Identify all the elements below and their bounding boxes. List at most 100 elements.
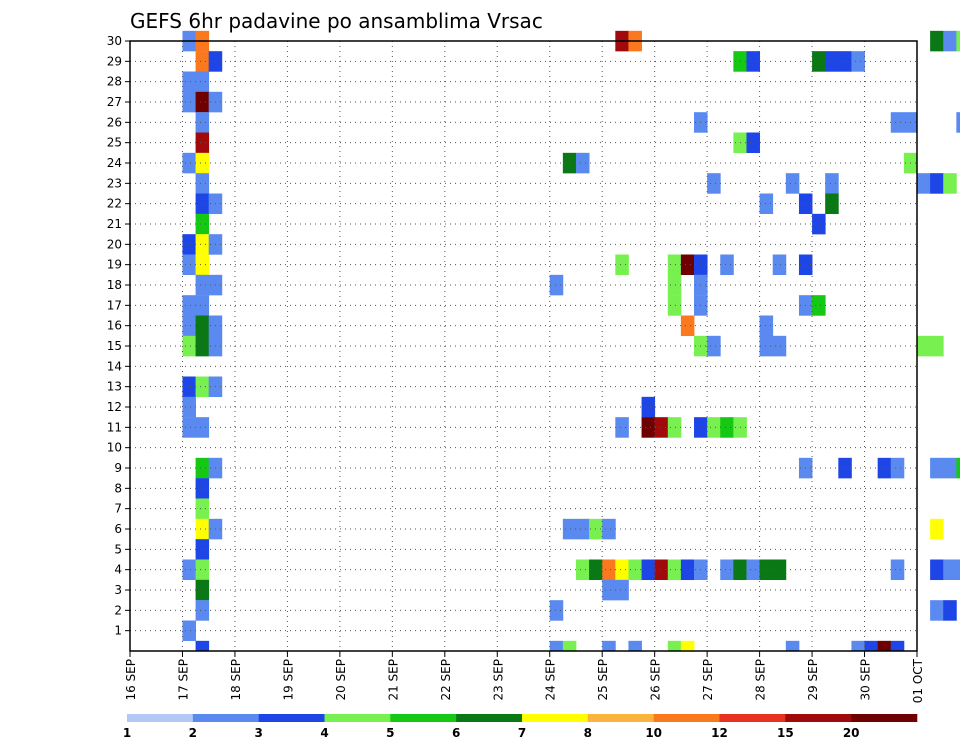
heatmap-cell bbox=[195, 579, 210, 601]
legend-swatch bbox=[192, 714, 259, 722]
legend-label: 20 bbox=[843, 726, 860, 740]
heatmap-cell bbox=[943, 173, 957, 194]
heatmap-cell bbox=[877, 640, 892, 652]
heatmap-cell bbox=[182, 559, 196, 581]
heatmap-cell bbox=[746, 559, 760, 581]
heatmap-cell bbox=[825, 173, 839, 194]
heatmap-cell bbox=[825, 193, 839, 215]
heatmap-cell bbox=[812, 213, 826, 235]
heatmap-cell bbox=[615, 254, 629, 276]
heatmap-cell bbox=[917, 173, 931, 194]
heatmap-cell bbox=[759, 193, 774, 215]
heatmap-cell bbox=[195, 417, 210, 438]
x-tick-label: 18 SEP bbox=[229, 659, 243, 701]
y-tick-label: 6 bbox=[114, 522, 122, 536]
heatmap-cell bbox=[667, 559, 682, 581]
x-tick-label: 23 SEP bbox=[491, 659, 505, 701]
heatmap-cell bbox=[195, 559, 210, 581]
heatmap-cell bbox=[195, 91, 210, 113]
legend-label: 2 bbox=[189, 726, 197, 740]
legend-swatch bbox=[390, 714, 457, 722]
heatmap-cell bbox=[195, 51, 210, 72]
heatmap-cell bbox=[667, 417, 682, 438]
heatmap-cell bbox=[615, 559, 629, 581]
legend-label: 5 bbox=[386, 726, 394, 740]
y-tick-label: 18 bbox=[107, 278, 122, 292]
heatmap-cell bbox=[772, 559, 787, 581]
heatmap-cell bbox=[182, 71, 196, 93]
heatmap-cell bbox=[772, 335, 787, 357]
legend-label: 7 bbox=[518, 726, 526, 740]
x-tick-label: 27 SEP bbox=[701, 659, 715, 701]
heatmap-cell bbox=[182, 315, 196, 337]
heatmap-cell bbox=[851, 51, 865, 72]
legend-swatch bbox=[258, 714, 325, 722]
heatmap-cell bbox=[851, 640, 865, 652]
heatmap-cell bbox=[641, 417, 656, 438]
legend-label: 1 bbox=[123, 726, 131, 740]
heatmap-cell bbox=[759, 559, 774, 581]
heatmap-cell bbox=[707, 173, 721, 194]
plot-frame bbox=[129, 40, 918, 652]
heatmap-cell bbox=[943, 457, 957, 479]
heatmap-cell bbox=[930, 173, 944, 194]
y-tick-label: 13 bbox=[107, 380, 122, 394]
heatmap-cell bbox=[195, 274, 210, 296]
heatmap-cell bbox=[667, 295, 682, 316]
heatmap-cell bbox=[930, 457, 944, 479]
heatmap-cell bbox=[667, 640, 682, 652]
legend-label: 4 bbox=[320, 726, 328, 740]
heatmap-cell bbox=[195, 254, 210, 276]
y-tick-label: 22 bbox=[107, 197, 122, 211]
heatmap-cell bbox=[956, 30, 960, 52]
heatmap-cell bbox=[195, 498, 210, 520]
legend-label: 3 bbox=[254, 726, 262, 740]
y-tick-label: 29 bbox=[107, 54, 122, 68]
x-axis: 16 SEP 17 SEP 18 SEP 19 SEP 20 SEP 21 SEP 22 S… bbox=[124, 651, 925, 703]
y-tick-label: 25 bbox=[107, 136, 122, 150]
y-tick-label: 16 bbox=[107, 319, 122, 333]
heatmap-cell bbox=[864, 640, 879, 652]
heatmap-cell bbox=[195, 112, 210, 133]
heatmap-cell bbox=[930, 30, 944, 52]
legend-swatch bbox=[456, 714, 523, 722]
heatmap-cell bbox=[195, 213, 210, 235]
legend-swatch bbox=[851, 714, 918, 722]
y-tick-label: 11 bbox=[107, 420, 122, 434]
heatmap-cell bbox=[182, 234, 196, 255]
heatmap-cell bbox=[195, 640, 210, 652]
heatmap-cell bbox=[930, 335, 944, 357]
heatmap-cell bbox=[759, 315, 774, 337]
y-tick-label: 26 bbox=[107, 115, 122, 129]
y-axis: 1234567891011121314151617181920212223242… bbox=[107, 34, 130, 638]
heatmap-cell bbox=[182, 376, 196, 398]
x-tick-label: 30 SEP bbox=[859, 659, 873, 701]
heatmap-cell bbox=[602, 579, 616, 601]
y-tick-label: 30 bbox=[107, 34, 122, 48]
heatmap-cell bbox=[956, 559, 960, 581]
heatmap-cell bbox=[549, 640, 564, 652]
heatmap-cell bbox=[956, 457, 960, 479]
y-tick-label: 10 bbox=[107, 441, 122, 455]
heatmap-cell bbox=[641, 396, 656, 418]
heatmap-cell bbox=[680, 640, 695, 652]
x-tick-label: 21 SEP bbox=[386, 659, 400, 701]
y-tick-label: 17 bbox=[107, 298, 122, 312]
heatmap-cell bbox=[562, 640, 577, 652]
heatmap-cell bbox=[812, 51, 826, 72]
x-tick-label: 17 SEP bbox=[176, 659, 190, 701]
heatmap-cell bbox=[930, 518, 944, 540]
legend-label: 15 bbox=[777, 726, 794, 740]
heatmap-cell bbox=[746, 132, 760, 154]
heatmap-cell bbox=[195, 132, 210, 154]
grid bbox=[129, 40, 918, 651]
heatmap-cell bbox=[195, 600, 210, 621]
heatmap-cell bbox=[195, 193, 210, 215]
y-tick-label: 3 bbox=[114, 583, 122, 597]
heatmap-cell bbox=[772, 254, 787, 276]
heatmap-cell bbox=[890, 457, 905, 479]
heatmap-cell bbox=[943, 559, 957, 581]
heatmap-cell bbox=[562, 152, 577, 174]
heatmap-cell bbox=[720, 417, 734, 438]
